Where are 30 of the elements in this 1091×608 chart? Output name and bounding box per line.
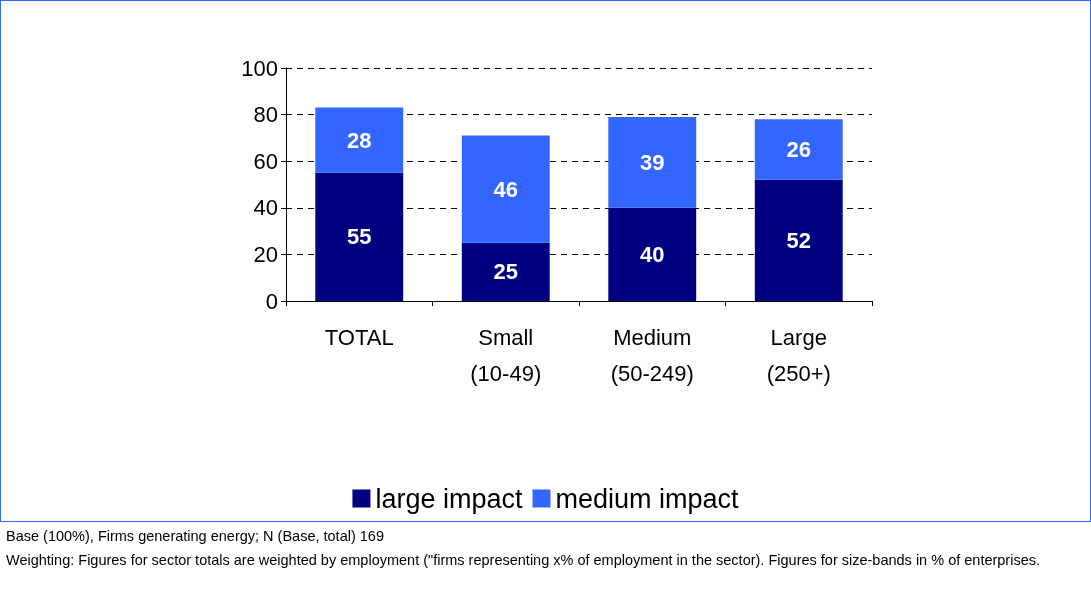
- data-label: 55: [347, 224, 372, 250]
- bar: [315, 107, 404, 173]
- x-tick-label: Large (250+): [766, 324, 831, 386]
- x-tick-label: Medium (50-249): [610, 324, 694, 386]
- y-tick-label: 40: [253, 195, 278, 221]
- text: Base (100%), Firms generating energy; N (Base, total) 169: [6, 527, 385, 546]
- data-label: 39: [640, 149, 665, 175]
- text: Weighting: Figures for sector totals are weighted by employment ("firms representing x% of employment in the sector). Figures for size-bands in % of enterprises.: [6, 551, 1042, 570]
- y-tick-label: 20: [253, 241, 278, 267]
- legend-label: large impact: [375, 483, 523, 514]
- data-label: 40: [640, 241, 665, 267]
- y-tick-label: 80: [253, 102, 278, 128]
- bar: [754, 179, 843, 301]
- x-tick-label: Small (10-49): [470, 324, 542, 386]
- bar: [461, 242, 550, 301]
- y-tick-label: 100: [241, 55, 278, 81]
- data-label: 52: [786, 227, 811, 253]
- legend-label: medium impact: [555, 483, 740, 514]
- bar: [461, 135, 550, 243]
- data-label: 26: [786, 137, 811, 163]
- data-label: 25: [493, 259, 518, 285]
- data-label: 28: [347, 127, 372, 153]
- data-label: 46: [493, 176, 518, 202]
- bar: [608, 207, 697, 301]
- y-tick-label: 60: [253, 148, 278, 174]
- bar: [754, 119, 843, 180]
- y-tick-label: 0: [265, 288, 278, 314]
- x-tick-label: TOTAL: [324, 324, 394, 350]
- bar: [315, 172, 404, 301]
- bar: [608, 116, 697, 208]
